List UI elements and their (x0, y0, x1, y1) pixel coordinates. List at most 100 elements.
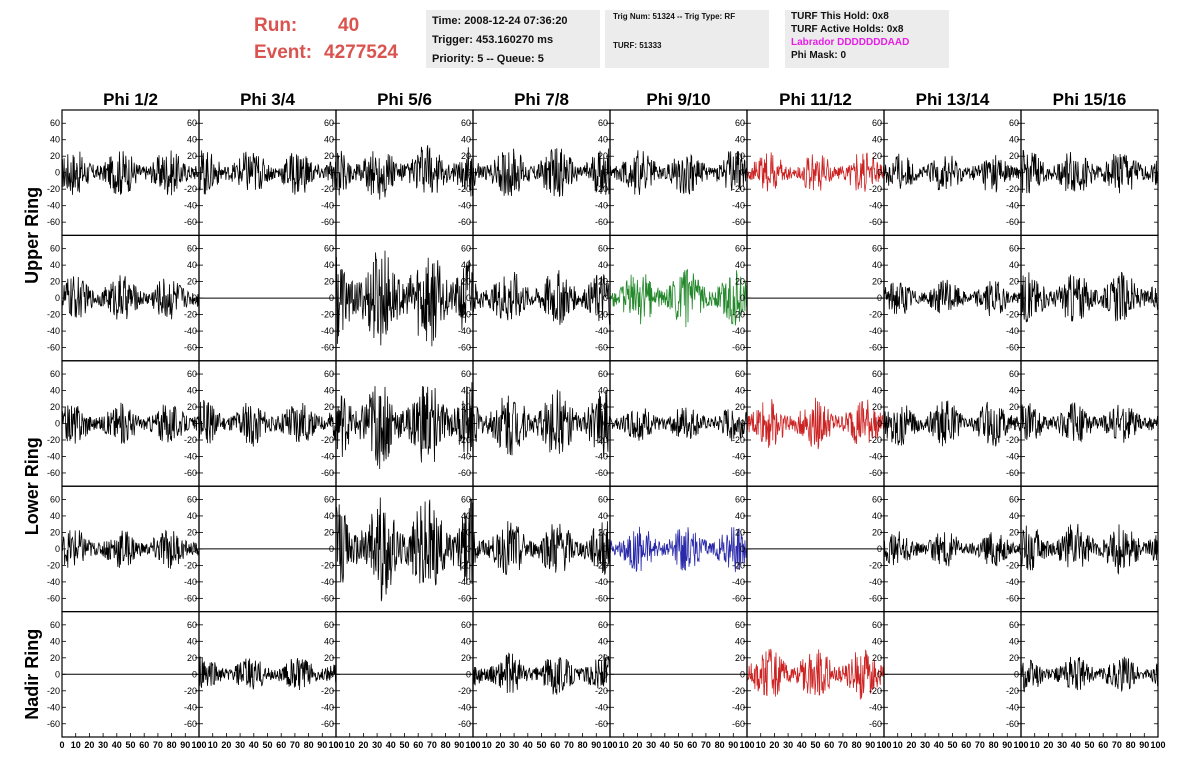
y-tick-label: 0 (192, 669, 197, 679)
y-tick-label: 0 (877, 293, 882, 303)
y-tick-label: -60 (595, 217, 608, 227)
y-tick-label: -20 (458, 184, 471, 194)
x-tick-label: 50 (399, 740, 409, 750)
x-tick-label: 40 (112, 740, 122, 750)
y-tick-label: 20 (598, 527, 608, 537)
y-tick-label: -40 (184, 451, 197, 461)
x-tick-label: 70 (975, 740, 985, 750)
x-tick-label: 70 (153, 740, 163, 750)
y-tick-label: -40 (595, 702, 608, 712)
x-tick-label: 10 (71, 740, 81, 750)
x-tick-label: 80 (167, 740, 177, 750)
y-tick-label: -20 (321, 184, 334, 194)
y-tick-label: -20 (458, 686, 471, 696)
x-tick-label: 10 (208, 740, 218, 750)
y-tick-label: -40 (869, 326, 882, 336)
y-tick-label: -60 (458, 217, 471, 227)
y-tick-label: -20 (47, 560, 60, 570)
x-tick-label: 20 (769, 740, 779, 750)
y-tick-label: -20 (321, 560, 334, 570)
waveform-trace (609, 150, 748, 195)
x-tick-label: 80 (441, 740, 451, 750)
y-tick-label: 20 (461, 402, 471, 412)
x-tick-label: 70 (564, 740, 574, 750)
y-tick-label: 0 (740, 293, 745, 303)
y-tick-label: 0 (603, 544, 608, 554)
y-tick-label: 0 (1014, 168, 1019, 178)
y-tick-label: 60 (50, 494, 60, 504)
y-tick-label: 40 (872, 636, 882, 646)
y-tick-label: 60 (1009, 118, 1019, 128)
y-tick-label: 20 (324, 277, 334, 287)
x-tick-label: 100 (876, 740, 891, 750)
y-tick-label: 0 (55, 669, 60, 679)
x-tick-label: 40 (660, 740, 670, 750)
y-tick-label: -40 (47, 577, 60, 587)
x-tick-label: 80 (852, 740, 862, 750)
y-tick-label: 60 (187, 620, 197, 630)
y-tick-label: 60 (461, 118, 471, 128)
y-tick-label: -20 (732, 435, 745, 445)
x-tick-label: 20 (221, 740, 231, 750)
y-tick-label: 40 (324, 135, 334, 145)
y-tick-label: 60 (598, 620, 608, 630)
y-tick-label: -20 (869, 435, 882, 445)
y-tick-label: 60 (872, 118, 882, 128)
x-tick-label: 90 (1139, 740, 1149, 750)
column-header: Phi 5/6 (377, 90, 432, 109)
waveform-trace (198, 656, 337, 691)
x-tick-label: 90 (591, 740, 601, 750)
y-tick-label: -60 (458, 719, 471, 729)
x-tick-label: 50 (262, 740, 272, 750)
y-tick-label: 20 (324, 653, 334, 663)
y-tick-label: -40 (321, 577, 334, 587)
y-tick-label: -60 (47, 217, 60, 227)
y-tick-label: -20 (732, 184, 745, 194)
y-tick-label: -60 (321, 343, 334, 353)
y-tick-label: -40 (732, 451, 745, 461)
y-tick-label: 40 (324, 260, 334, 270)
y-tick-label: 60 (50, 369, 60, 379)
y-tick-label: 20 (187, 151, 197, 161)
y-tick-label: -60 (869, 343, 882, 353)
x-tick-label: 50 (1084, 740, 1094, 750)
y-tick-label: -40 (595, 201, 608, 211)
y-tick-label: 40 (187, 386, 197, 396)
y-tick-label: 60 (598, 494, 608, 504)
x-tick-label: 60 (687, 740, 697, 750)
y-tick-label: 20 (50, 653, 60, 663)
y-tick-label: 40 (735, 511, 745, 521)
row-group-label: Upper Ring (22, 187, 42, 284)
y-tick-label: -40 (869, 577, 882, 587)
y-tick-label: 60 (324, 118, 334, 128)
x-tick-label: 40 (797, 740, 807, 750)
waveform-trace (1020, 402, 1159, 443)
x-tick-label: 0 (744, 740, 749, 750)
y-tick-label: -40 (595, 451, 608, 461)
y-tick-label: -20 (732, 686, 745, 696)
y-tick-label: 20 (50, 402, 60, 412)
y-tick-label: 20 (1009, 151, 1019, 161)
y-tick-label: -40 (321, 201, 334, 211)
y-tick-label: 40 (1009, 135, 1019, 145)
y-tick-label: -60 (47, 343, 60, 353)
y-tick-label: -40 (1006, 577, 1019, 587)
y-tick-label: -60 (47, 719, 60, 729)
y-tick-label: -60 (1006, 468, 1019, 478)
y-tick-label: 0 (603, 669, 608, 679)
y-tick-label: 0 (192, 293, 197, 303)
x-tick-label: 90 (180, 740, 190, 750)
y-tick-label: 60 (1009, 369, 1019, 379)
y-tick-label: -40 (47, 326, 60, 336)
y-tick-label: 20 (1009, 527, 1019, 537)
y-tick-label: 20 (872, 402, 882, 412)
y-tick-label: 40 (872, 511, 882, 521)
x-tick-label: 20 (1043, 740, 1053, 750)
y-tick-label: -40 (47, 702, 60, 712)
y-tick-label: 20 (735, 527, 745, 537)
waveform-trace (472, 652, 611, 695)
y-tick-label: 0 (740, 419, 745, 429)
y-tick-label: -40 (47, 451, 60, 461)
y-tick-label: 20 (735, 402, 745, 412)
